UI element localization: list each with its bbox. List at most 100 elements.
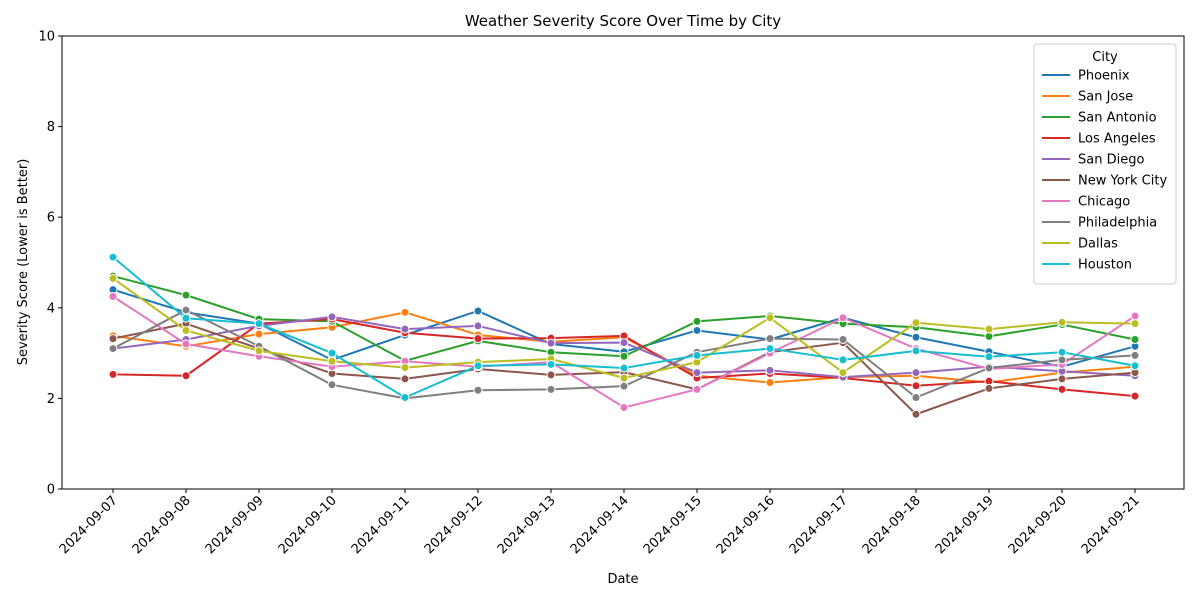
legend-item: New York City (1042, 174, 1167, 189)
data-point (108, 291, 118, 301)
data-point (1130, 311, 1140, 321)
series-layer (108, 252, 1140, 419)
legend-item: San Diego (1042, 153, 1144, 168)
data-point (692, 325, 702, 335)
data-point (692, 368, 702, 378)
legend-box (1033, 43, 1177, 285)
data-point (546, 338, 556, 348)
data-point (911, 409, 921, 419)
data-point (254, 346, 264, 356)
data-point (1130, 391, 1140, 401)
data-point (1057, 384, 1067, 394)
data-point (108, 344, 118, 354)
legend-item: San Antonio (1042, 111, 1157, 126)
data-point (400, 307, 410, 317)
legend-label: Dallas (1078, 237, 1118, 252)
legend-item: Chicago (1042, 195, 1130, 210)
x-axis-label: Date (607, 572, 638, 587)
data-point (911, 332, 921, 342)
data-point (108, 334, 118, 344)
data-point (400, 324, 410, 334)
series-philadelphia (108, 305, 1140, 403)
data-point (838, 313, 848, 323)
y-tick-label: 6 (47, 211, 55, 226)
data-point (473, 321, 483, 331)
legend-label: Los Angeles (1078, 132, 1156, 147)
data-point (400, 374, 410, 384)
legend-label: Phoenix (1078, 69, 1130, 84)
legend-title: City (1092, 50, 1118, 65)
data-point (984, 324, 994, 334)
data-point (181, 290, 191, 300)
y-tick-label: 0 (47, 483, 55, 498)
series-houston (108, 252, 1140, 402)
data-point (108, 273, 118, 283)
legend: City Phoenix San Jose San Antonio Los Angele… (1033, 43, 1177, 285)
data-point (765, 313, 775, 323)
data-point (327, 356, 337, 366)
data-point (546, 384, 556, 394)
legend-label: San Jose (1078, 90, 1133, 105)
data-point (181, 371, 191, 381)
y-tick-label: 8 (47, 120, 55, 135)
data-point (1130, 350, 1140, 360)
data-point (765, 378, 775, 388)
data-point (181, 305, 191, 315)
data-point (619, 351, 629, 361)
data-point (473, 334, 483, 344)
data-point (254, 319, 264, 329)
data-point (546, 370, 556, 380)
axes-frame (61, 35, 1185, 490)
data-point (619, 381, 629, 391)
y-tick-label: 10 (38, 30, 55, 45)
data-point (838, 368, 848, 378)
legend-item: Los Angeles (1042, 132, 1156, 147)
legend-item: Phoenix (1042, 69, 1130, 84)
data-point (473, 385, 483, 395)
legend-item: Dallas (1042, 237, 1118, 252)
data-point (911, 368, 921, 378)
data-point (765, 344, 775, 354)
data-point (108, 252, 118, 262)
legend-label: San Antonio (1078, 111, 1157, 126)
data-point (619, 402, 629, 412)
y-axis: 0 2 4 6 8 10 (38, 30, 62, 498)
data-point (619, 363, 629, 373)
data-point (327, 312, 337, 322)
data-point (619, 338, 629, 348)
data-point (473, 361, 483, 371)
data-point (838, 355, 848, 365)
legend-label: Houston (1078, 258, 1132, 273)
data-point (473, 306, 483, 316)
y-tick-label: 2 (47, 392, 55, 407)
data-point (765, 334, 775, 344)
series-dallas (108, 273, 1140, 383)
y-axis-label: Severity Score (Lower is Better) (16, 159, 31, 366)
legend-item: San Jose (1042, 90, 1133, 105)
data-point (181, 313, 191, 323)
legend-label: New York City (1078, 174, 1167, 189)
data-point (765, 365, 775, 375)
data-point (911, 346, 921, 356)
data-point (619, 373, 629, 383)
data-point (400, 363, 410, 373)
data-point (911, 381, 921, 391)
data-point (984, 383, 994, 393)
y-tick-label: 4 (47, 301, 55, 316)
data-point (692, 316, 702, 326)
data-point (838, 335, 848, 345)
data-point (692, 350, 702, 360)
legend-item: Philadelphia (1042, 216, 1157, 231)
data-point (108, 369, 118, 379)
data-point (546, 359, 556, 369)
data-point (984, 363, 994, 373)
data-point (984, 352, 994, 362)
data-point (1130, 319, 1140, 329)
data-point (1057, 317, 1067, 327)
data-point (911, 318, 921, 328)
data-point (1130, 361, 1140, 371)
data-point (254, 329, 264, 339)
data-point (327, 348, 337, 358)
data-point (1057, 347, 1067, 357)
